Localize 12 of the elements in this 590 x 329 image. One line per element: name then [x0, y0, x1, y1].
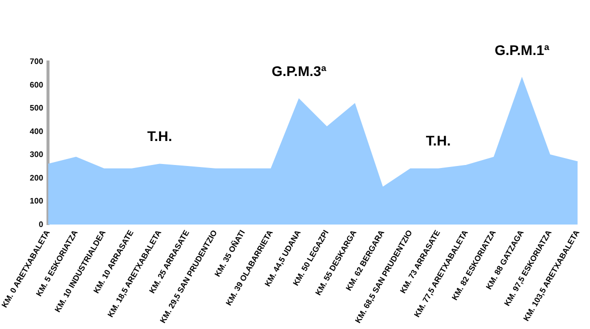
- y-tick-label: 400: [30, 126, 44, 136]
- annotation: T.H.: [426, 132, 451, 149]
- y-tick-label: 700: [30, 57, 44, 66]
- y-tick-label: 0: [38, 220, 44, 229]
- y-tick-label: 300: [30, 150, 44, 160]
- y-tick-label: 500: [30, 104, 44, 113]
- annotation: G.P.M.3ª: [272, 63, 328, 80]
- y-tick-label: 200: [30, 173, 44, 182]
- y-tick-label: 100: [30, 196, 44, 206]
- annotation: G.P.M.1ª: [494, 42, 550, 58]
- y-tick-label: 600: [30, 80, 44, 90]
- annotation: T.H.: [147, 128, 172, 144]
